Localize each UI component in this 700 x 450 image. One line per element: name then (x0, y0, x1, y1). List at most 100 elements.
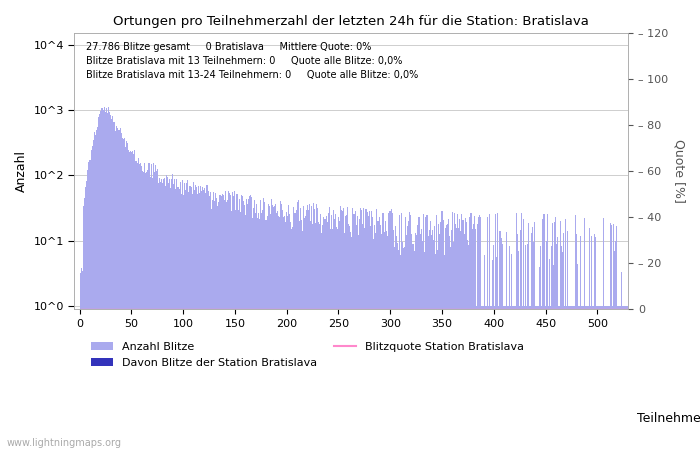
Bar (131, 152, 132, 450)
Bar (579, 306, 580, 450)
Bar (269, 206, 270, 450)
Bar (559, 221, 561, 450)
Bar (250, 194, 251, 450)
Bar (351, 237, 353, 450)
Bar (496, 257, 498, 450)
Bar (303, 206, 304, 450)
Bar (533, 222, 535, 450)
Bar (102, 108, 103, 450)
Bar (82, 271, 83, 450)
Bar (226, 202, 228, 450)
Bar (215, 194, 216, 450)
Bar (290, 222, 291, 450)
Bar (251, 197, 252, 450)
Bar (623, 306, 624, 450)
Bar (491, 306, 492, 450)
Bar (214, 201, 215, 450)
Bar (498, 306, 500, 450)
Bar (160, 182, 161, 450)
Bar (589, 306, 591, 450)
Bar (500, 238, 501, 450)
Bar (412, 244, 414, 450)
Bar (526, 306, 527, 450)
Bar (379, 217, 380, 450)
Bar (280, 201, 281, 450)
Bar (153, 163, 154, 450)
Bar (513, 306, 514, 450)
Bar (544, 214, 545, 450)
Bar (260, 200, 261, 450)
Bar (598, 306, 599, 450)
Bar (596, 306, 597, 450)
Bar (492, 260, 493, 450)
Bar (525, 245, 526, 450)
Bar (174, 179, 176, 450)
Bar (106, 108, 107, 450)
Bar (510, 306, 511, 450)
Bar (454, 213, 455, 450)
Bar (300, 208, 301, 450)
Bar (448, 219, 449, 450)
Bar (346, 215, 347, 450)
Bar (394, 247, 395, 450)
Bar (197, 194, 198, 450)
Bar (141, 166, 142, 450)
Bar (284, 216, 285, 450)
Bar (624, 306, 626, 450)
Bar (459, 219, 460, 450)
Bar (304, 216, 306, 450)
Bar (442, 220, 444, 450)
Bar (103, 110, 104, 450)
Bar (420, 234, 421, 450)
Bar (374, 225, 375, 450)
Text: Teilnehmer: Teilnehmer (637, 412, 700, 425)
Bar (209, 192, 211, 450)
Y-axis label: Anzahl: Anzahl (15, 150, 28, 192)
Bar (161, 179, 162, 450)
Bar (485, 306, 486, 450)
Bar (298, 200, 299, 450)
Bar (83, 206, 84, 450)
Bar (418, 217, 419, 450)
Bar (81, 268, 82, 450)
Bar (204, 189, 205, 450)
Bar (335, 215, 336, 450)
Bar (129, 152, 130, 450)
Bar (130, 151, 131, 450)
Bar (507, 306, 508, 450)
Bar (312, 224, 313, 450)
Bar (505, 232, 507, 450)
Bar (429, 230, 430, 450)
Bar (252, 218, 253, 450)
Bar (395, 226, 396, 450)
Bar (568, 306, 569, 450)
Bar (241, 196, 243, 450)
Bar (110, 115, 111, 450)
Bar (363, 208, 364, 450)
Bar (604, 306, 605, 450)
Bar (372, 217, 373, 450)
Bar (547, 214, 548, 450)
Bar (535, 306, 536, 450)
Bar (114, 122, 116, 450)
Bar (563, 233, 564, 450)
Bar (622, 306, 623, 450)
Bar (400, 255, 401, 450)
Bar (237, 210, 239, 450)
Bar (258, 213, 259, 450)
Bar (450, 247, 451, 450)
Bar (133, 154, 134, 450)
Bar (261, 213, 262, 450)
Bar (99, 114, 100, 450)
Bar (272, 205, 273, 450)
Bar (107, 113, 108, 450)
Bar (477, 217, 479, 450)
Bar (287, 216, 288, 450)
Bar (503, 306, 505, 450)
Bar (482, 306, 483, 450)
Bar (281, 204, 282, 450)
Bar (370, 226, 371, 450)
Bar (514, 306, 515, 450)
Bar (463, 220, 464, 450)
Bar (460, 231, 461, 450)
